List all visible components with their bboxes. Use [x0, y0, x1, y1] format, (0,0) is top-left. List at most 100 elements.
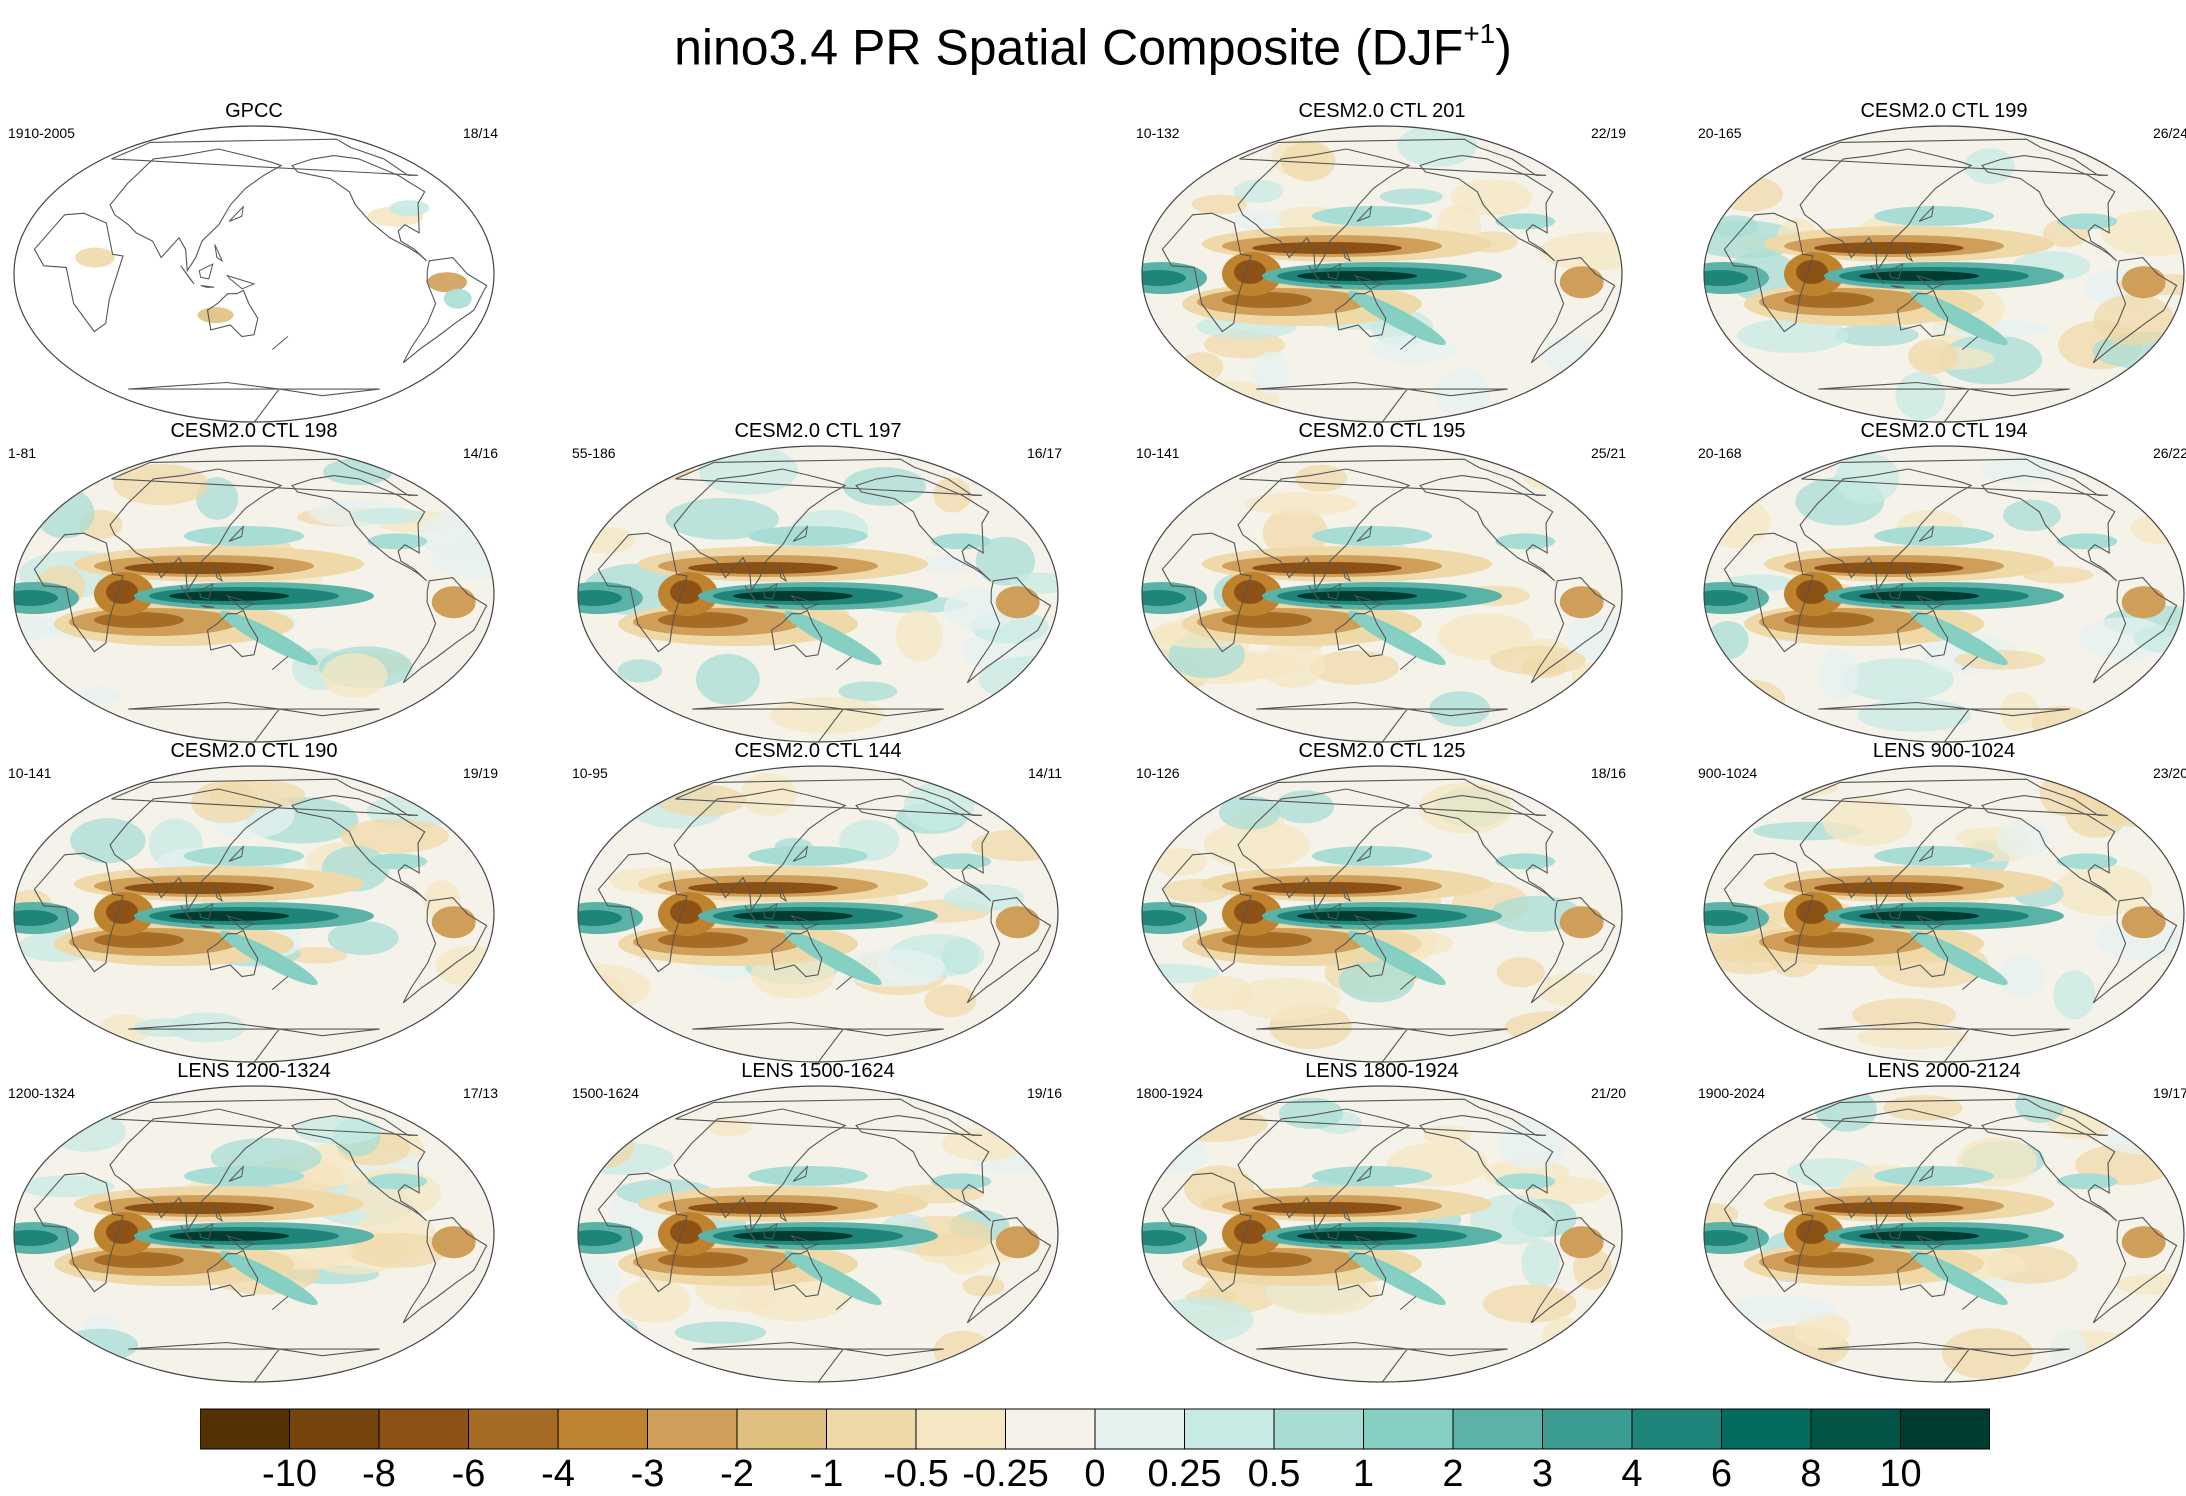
map: [13, 1085, 495, 1383]
colorbar-tick-label: 1: [1352, 1453, 1375, 1495]
map: [577, 1085, 1059, 1383]
colorbar-bin: [1810, 1408, 1901, 1450]
panel-event-counts: 18/14: [462, 125, 498, 141]
colorbar-labels: -10 -8 -6 -4 -3 -2 -1 -0.5 -0.25 0 0.25 0.5 1 2 3 4 6 8 10: [0, 1454, 2186, 1494]
panel-title: LENS 2000-2124: [1867, 1060, 2021, 1082]
colorbar-tick-label: -10: [262, 1453, 317, 1495]
colorbar-bin: [1452, 1408, 1543, 1450]
panel-years: 55-186: [572, 445, 616, 461]
panel-title: CESM2.0 CTL 197: [734, 420, 902, 442]
colorbar-bin: [1542, 1408, 1633, 1450]
map-panel-ctl190: CESM2.0 CTL 190 10-141 19/19: [4, 740, 504, 1070]
colorbar-bin: [826, 1408, 917, 1450]
panel-title: CESM2.0 CTL 195: [1298, 420, 1466, 442]
colorbar-tick-label: 10: [1879, 1453, 1922, 1495]
colorbar-bin: [1273, 1408, 1364, 1450]
panel-event-counts: 22/19: [1590, 125, 1626, 141]
map-panel-ctl197: CESM2.0 CTL 197 55-186 16/17: [568, 420, 1068, 750]
panel-years: 20-165: [1698, 125, 1742, 141]
colorbar-bin: [1094, 1408, 1185, 1450]
panel-years: 10-126: [1136, 765, 1180, 781]
colorbar-bin: [1005, 1408, 1096, 1450]
panel-event-counts: 19/17: [2152, 1085, 2186, 1101]
map: [1703, 765, 2185, 1063]
panel-years: 10-95: [572, 765, 608, 781]
colorbar-bin: [736, 1408, 827, 1450]
panel-event-counts: 25/21: [1590, 445, 1626, 461]
map: [1141, 1085, 1623, 1383]
map-panel-lens2000: LENS 2000-2124 1900-2024 19/17: [1694, 1060, 2186, 1390]
map-panel-ctl125: CESM2.0 CTL 125 10-126 18/16: [1132, 740, 1632, 1070]
figure-title: nino3.4 PR Spatial Composite (DJF+1): [0, 6, 2186, 80]
colorbar-bin: [200, 1408, 290, 1450]
map-panel-ctl199: CESM2.0 CTL 199 20-165 26/24: [1694, 100, 2186, 430]
colorbar-bin: [378, 1408, 469, 1450]
colorbar-bin: [1721, 1408, 1812, 1450]
map-panel-ctl194: CESM2.0 CTL 194 20-168 26/22: [1694, 420, 2186, 750]
panel-event-counts: 17/13: [462, 1085, 498, 1101]
colorbar-tick-label: -0.25: [962, 1453, 1049, 1495]
panel-title: CESM2.0 CTL 144: [734, 740, 902, 762]
panel-event-counts: 26/24: [2152, 125, 2186, 141]
panel-event-counts: 19/16: [1026, 1085, 1062, 1101]
panel-years: 10-141: [8, 765, 52, 781]
panel-title: LENS 900-1024: [1872, 740, 2016, 762]
map: [1141, 125, 1623, 423]
colorbar-tick-label: 8: [1800, 1453, 1822, 1495]
colorbar-tick-label: -0.5: [883, 1453, 949, 1495]
title-end: ): [1495, 19, 1512, 76]
colorbar: [200, 1408, 1990, 1450]
colorbar-tick-label: 0.25: [1147, 1453, 1222, 1495]
map-panel-ctl195: CESM2.0 CTL 195 10-141 25/21: [1132, 420, 1632, 750]
colorbar-tick-label: 3: [1531, 1453, 1554, 1495]
colorbar-tick-label: -1: [809, 1453, 844, 1495]
colorbar-tick-label: 0.5: [1247, 1453, 1301, 1495]
map: [577, 445, 1059, 743]
panel-years: 1200-1324: [8, 1085, 75, 1101]
map: [13, 125, 495, 423]
colorbar-bin: [647, 1408, 738, 1450]
map-panel-lens1200: LENS 1200-1324 1200-1324 17/13: [4, 1060, 504, 1390]
colorbar-tick-label: -2: [720, 1453, 754, 1495]
map-panel-ctl201: CESM2.0 CTL 201 10-132 22/19: [1132, 100, 1632, 430]
colorbar-tick-label: -8: [362, 1453, 396, 1495]
map: [13, 445, 495, 743]
panel-event-counts: 16/17: [1026, 445, 1062, 461]
map-panel-ctl144: CESM2.0 CTL 144 10-95 14/11: [568, 740, 1068, 1070]
colorbar-bin: [468, 1408, 559, 1450]
panel-years: 1900-2024: [1698, 1085, 1765, 1101]
panel-event-counts: 21/20: [1590, 1085, 1626, 1101]
panel-title: LENS 1500-1624: [741, 1060, 895, 1082]
colorbar-bin: [1184, 1408, 1275, 1450]
map-panel-gpcc: GPCC 1910-2005 18/14: [4, 100, 504, 430]
panel-title: CESM2.0 CTL 199: [1860, 100, 2028, 122]
panel-title: GPCC: [225, 100, 283, 122]
panel-years: 1910-2005: [8, 125, 75, 141]
colorbar-tick-label: -3: [630, 1453, 665, 1495]
panel-title: LENS 1200-1324: [177, 1060, 331, 1082]
panel-years: 10-132: [1136, 125, 1180, 141]
colorbar-tick-label: 4: [1621, 1453, 1643, 1495]
panel-title: CESM2.0 CTL 190: [170, 740, 338, 762]
map: [577, 765, 1059, 1063]
panel-years: 10-141: [1136, 445, 1180, 461]
panel-title: CESM2.0 CTL 201: [1298, 100, 1466, 122]
map: [1703, 1085, 2185, 1383]
colorbar-tick-label: -4: [541, 1453, 575, 1495]
map-panel-lens1500: LENS 1500-1624 1500-1624 19/16: [568, 1060, 1068, 1390]
map-panel-ctl198: CESM2.0 CTL 198 1-81 14/16: [4, 420, 504, 750]
panel-years: 1-81: [8, 445, 37, 461]
panel-title: CESM2.0 CTL 194: [1860, 420, 2028, 442]
panel-years: 1500-1624: [572, 1085, 639, 1101]
panel-years: 20-168: [1698, 445, 1742, 461]
panel-title: LENS 1800-1924: [1305, 1060, 1459, 1082]
map: [1141, 445, 1623, 743]
panel-event-counts: 14/16: [462, 445, 498, 461]
panel-event-counts: 18/16: [1590, 765, 1626, 781]
map-panel-lens900: LENS 900-1024 900-1024 23/20: [1694, 740, 2186, 1070]
colorbar-tick-label: 6: [1710, 1453, 1733, 1495]
colorbar-tick-label: 0: [1084, 1453, 1106, 1495]
map: [1703, 125, 2185, 423]
colorbar-tick-label: 2: [1442, 1453, 1464, 1495]
map: [1141, 765, 1623, 1063]
